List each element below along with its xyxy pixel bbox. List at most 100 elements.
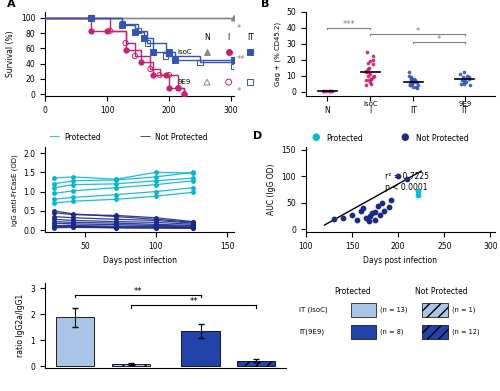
Point [162, 72, 170, 78]
Point [70, 224, 78, 230]
Point [146, 66, 154, 72]
Point [385, 204, 393, 210]
Point [103, 28, 111, 34]
Point [408, 77, 416, 84]
Bar [351, 325, 376, 339]
Point [466, 76, 473, 82]
Point [414, 85, 422, 91]
Point [363, 48, 371, 55]
Point [371, 209, 379, 215]
Point [174, 85, 182, 91]
Y-axis label: Survival (%): Survival (%) [6, 31, 15, 77]
Point [319, 88, 327, 94]
Point [50, 223, 58, 230]
Point [387, 197, 395, 203]
Point [362, 215, 370, 221]
Point [131, 53, 139, 59]
Bar [237, 361, 276, 366]
Point [134, 28, 142, 34]
Point [70, 221, 78, 227]
Point [165, 72, 173, 78]
Point [150, 72, 158, 78]
Point [112, 222, 120, 228]
Point [408, 76, 416, 82]
Bar [182, 331, 220, 366]
Text: 9E9: 9E9 [178, 79, 191, 85]
X-axis label: Days post infection: Days post infection [364, 256, 438, 265]
Point [406, 73, 413, 79]
Point [70, 215, 78, 221]
Point [189, 221, 197, 228]
Point [152, 225, 160, 231]
Point [180, 91, 188, 97]
Point [461, 76, 469, 82]
Text: IT: IT [247, 33, 254, 42]
Point [368, 57, 376, 63]
Point [463, 73, 471, 79]
Point [189, 222, 197, 229]
Point [112, 192, 120, 198]
Point [203, 49, 211, 56]
Point [367, 76, 375, 82]
Point [246, 79, 254, 85]
Point [106, 28, 114, 34]
Point [362, 82, 370, 88]
Point [224, 79, 232, 85]
Point [322, 88, 330, 94]
Point [180, 91, 188, 97]
Point [189, 224, 197, 231]
Text: p < 0.0001: p < 0.0001 [386, 183, 428, 192]
Text: *: * [437, 35, 442, 44]
Point [162, 53, 170, 59]
Text: *: * [237, 86, 242, 96]
Point [409, 84, 417, 90]
Point [203, 79, 211, 85]
Point [118, 21, 126, 27]
Point [380, 208, 388, 214]
Point [366, 65, 374, 71]
Text: r² = 0.7225: r² = 0.7225 [386, 172, 430, 181]
Point [196, 59, 204, 65]
Point [370, 73, 378, 79]
Text: Not Protected: Not Protected [154, 133, 208, 142]
Point [70, 224, 78, 231]
Point [112, 181, 120, 187]
Point [70, 181, 78, 188]
Bar [422, 325, 448, 339]
Point [152, 181, 160, 188]
Point [406, 82, 413, 88]
Text: (n = 8): (n = 8) [380, 329, 404, 335]
Point [410, 76, 418, 82]
X-axis label: Days post infection: Days post infection [102, 256, 176, 265]
Point [50, 190, 58, 197]
Point [112, 220, 120, 226]
Point [368, 76, 376, 82]
Point [458, 77, 466, 84]
Y-axis label: IgG anti-FrCasE (OD): IgG anti-FrCasE (OD) [11, 154, 18, 226]
Point [50, 220, 58, 226]
Point [112, 196, 120, 203]
Point [50, 185, 58, 191]
Point [152, 188, 160, 195]
Text: *: * [237, 24, 242, 33]
Bar [112, 364, 150, 366]
Point [70, 212, 78, 218]
Point [412, 84, 420, 90]
Point [70, 219, 78, 226]
Point [112, 224, 120, 231]
Point [112, 219, 120, 225]
Point [362, 77, 370, 84]
Point [230, 64, 238, 70]
Point [70, 198, 78, 204]
Point [320, 88, 328, 94]
Text: ***: *** [342, 20, 355, 29]
Text: (n = 1): (n = 1) [452, 307, 475, 313]
Point [171, 57, 179, 63]
Point [50, 208, 58, 214]
Point [406, 81, 414, 87]
Point [348, 212, 356, 218]
Point [50, 213, 58, 220]
Point [152, 215, 160, 221]
Point [189, 223, 197, 230]
Point [366, 71, 374, 77]
